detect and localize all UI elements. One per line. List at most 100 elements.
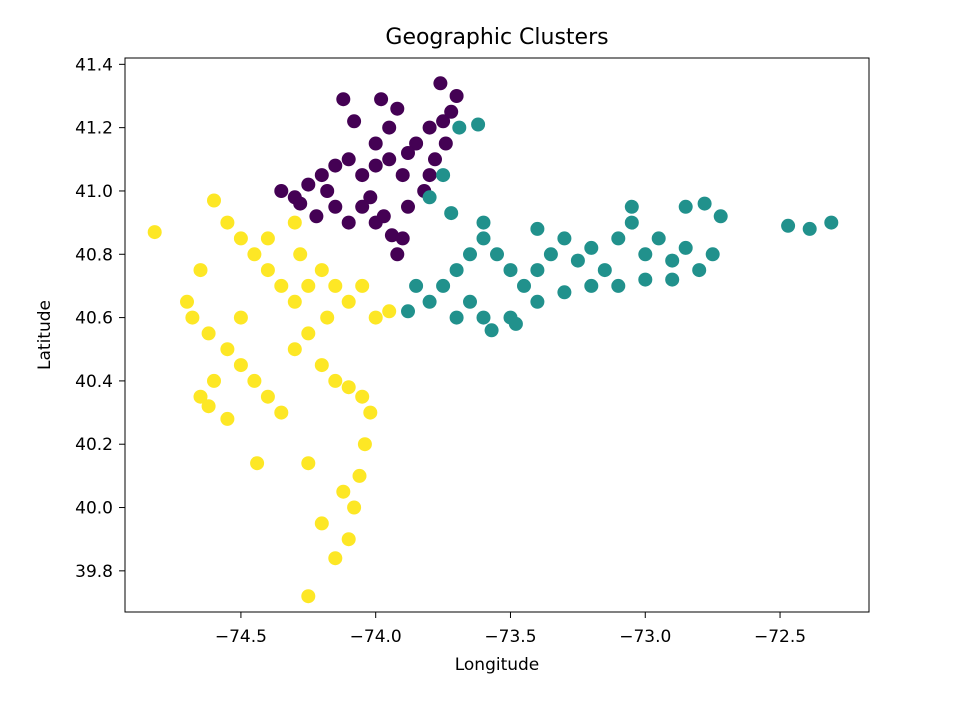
data-point <box>584 240 599 255</box>
data-point <box>557 285 572 300</box>
data-point <box>368 158 383 173</box>
data-point <box>336 484 351 499</box>
data-point <box>274 405 289 420</box>
data-point <box>328 551 343 566</box>
data-point <box>382 120 397 135</box>
data-point <box>314 263 329 278</box>
data-point <box>147 225 162 240</box>
data-point <box>781 218 796 233</box>
data-point <box>341 380 356 395</box>
data-point <box>692 263 707 278</box>
data-point <box>390 101 405 116</box>
data-point <box>207 373 221 388</box>
data-point <box>352 468 367 483</box>
chart-title: Geographic Clusters <box>385 25 608 50</box>
data-point <box>611 231 626 246</box>
data-point <box>328 278 343 293</box>
data-point <box>368 215 383 230</box>
data-point <box>503 263 518 278</box>
data-point <box>320 310 335 325</box>
data-point <box>444 206 459 221</box>
data-point <box>401 146 415 160</box>
data-point <box>651 231 666 246</box>
data-point <box>705 247 720 262</box>
data-point <box>287 215 302 230</box>
data-point <box>355 199 370 214</box>
data-point <box>449 263 464 278</box>
data-point <box>341 215 356 230</box>
data-point <box>301 278 316 293</box>
data-point <box>207 193 221 208</box>
data-point <box>449 89 464 103</box>
data-point <box>193 263 208 278</box>
data-point <box>624 215 639 230</box>
y-ticks: 39.8 40.0 40.2 40.4 40.6 40.8 41.0 41.2 41.4 <box>75 55 125 582</box>
data-point <box>382 152 397 167</box>
data-point <box>341 152 356 167</box>
data-point <box>449 310 464 325</box>
data-point <box>363 190 378 205</box>
data-point <box>328 373 343 388</box>
data-point <box>301 177 316 192</box>
data-point <box>517 278 531 293</box>
data-point <box>301 326 316 341</box>
data-point <box>260 263 275 278</box>
y-axis-label: Latitude <box>35 300 55 370</box>
data-point <box>401 304 415 319</box>
data-point <box>557 231 572 246</box>
data-point <box>274 184 289 198</box>
y-tick-label: 40.8 <box>75 245 113 265</box>
data-point <box>368 136 383 151</box>
data-point <box>301 456 316 471</box>
plot-frame <box>124 57 870 613</box>
data-point <box>293 247 308 262</box>
data-point <box>409 136 424 151</box>
x-tick-label: −73.0 <box>619 627 671 647</box>
x-axis-label: Longitude <box>455 655 540 675</box>
data-point <box>697 196 712 211</box>
data-point <box>250 456 265 471</box>
data-point <box>287 342 302 357</box>
data-point <box>409 278 424 293</box>
data-point <box>395 231 410 246</box>
data-point <box>201 399 216 414</box>
data-point <box>390 247 405 262</box>
data-point <box>428 152 442 167</box>
data-point <box>678 240 693 255</box>
data-point <box>220 215 235 230</box>
data-point <box>363 405 378 420</box>
data-point <box>368 310 383 325</box>
data-point <box>309 209 324 224</box>
data-point <box>438 136 453 151</box>
data-point <box>543 247 558 262</box>
data-point <box>476 310 491 325</box>
data-point <box>341 294 356 309</box>
data-point <box>463 294 477 309</box>
data-point <box>624 199 639 214</box>
data-point <box>384 228 399 243</box>
data-point <box>484 323 499 338</box>
data-point <box>233 358 248 373</box>
x-tick-label: −72.5 <box>754 627 806 647</box>
data-point <box>220 342 235 357</box>
data-point <box>802 221 817 236</box>
data-point <box>452 120 467 135</box>
x-tick-label: −74.5 <box>215 627 267 647</box>
y-tick-label: 40.4 <box>75 372 113 392</box>
data-point <box>314 168 329 183</box>
data-point <box>570 253 585 268</box>
data-point <box>347 114 362 129</box>
plot-area <box>125 58 869 612</box>
data-point <box>638 247 653 262</box>
data-point <box>665 253 680 268</box>
data-point <box>436 278 451 293</box>
y-tick-label: 40.0 <box>75 499 113 519</box>
x-ticks: −74.5 −74.0 −73.5 −73.0 −72.5 <box>215 612 806 647</box>
data-point <box>530 294 545 309</box>
data-point <box>433 76 448 91</box>
y-tick-label: 40.6 <box>75 309 113 329</box>
data-point <box>355 389 370 404</box>
data-point <box>638 272 653 287</box>
